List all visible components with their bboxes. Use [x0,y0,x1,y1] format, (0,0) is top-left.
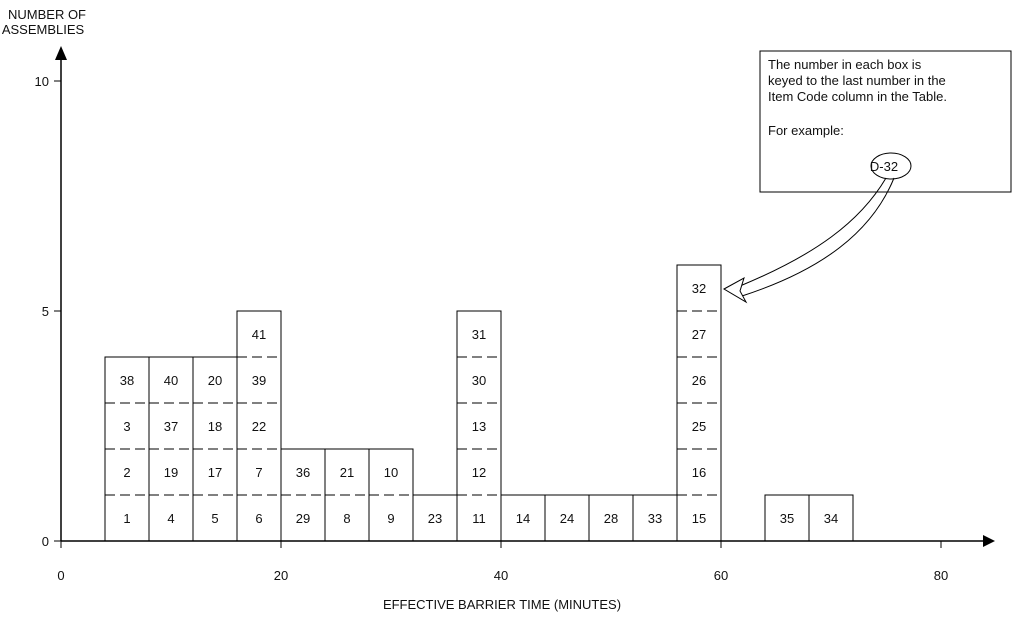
annotation-line-2: keyed to the last number in the [768,73,946,88]
bar-stack: 35 [764,494,810,542]
bar-stack: 29 36 [280,448,326,542]
box-label: 35 [780,511,794,526]
box-label: 8 [343,511,350,526]
annotation-line-3: Item Code column in the Table. [768,89,947,104]
box-label: 17 [208,465,222,480]
y-axis-title-line-1: NUMBER OF [8,7,86,22]
x-axis-arrow-icon [983,535,995,547]
box-label: 39 [252,373,266,388]
x-axis-title: EFFECTIVE BARRIER TIME (MINUTES) [383,597,621,612]
box-label: 29 [296,511,310,526]
x-tick-label: 80 [934,568,948,583]
bar-outline [500,494,546,542]
bar-stack: 15 16 25 26 27 32 [676,264,722,542]
box-label: 33 [648,511,662,526]
y-tick-label: 10 [35,74,49,89]
box-label: 5 [211,511,218,526]
y-tick-label: 0 [42,534,49,549]
box-label: 22 [252,419,266,434]
box-label: 12 [472,465,486,480]
bar-stack: 14 [500,494,546,542]
bar-stack: 9 10 [368,448,414,542]
bar-stack: 8 21 [324,448,370,542]
box-label: 37 [164,419,178,434]
box-label: 36 [296,465,310,480]
example-code-circle [870,152,912,180]
box-label: 3 [123,419,130,434]
y-axis-title-line-2: ASSEMBLIES [2,22,85,37]
bar-outline [808,494,854,542]
bar-outline [764,494,810,542]
annotation-callout: The number in each box is keyed to the l… [722,50,1012,304]
bar-stack: 23 [412,494,458,542]
box-label: 2 [123,465,130,480]
box-label: 6 [255,511,262,526]
box-label: 25 [692,419,706,434]
bar-stack: 4 19 37 40 [148,356,194,542]
bar-stack: 6 7 22 39 41 [236,310,282,542]
box-label: 34 [824,511,838,526]
box-label: 27 [692,327,706,342]
y-tick-label: 5 [42,304,49,319]
box-label: 19 [164,465,178,480]
box-label: 15 [692,511,706,526]
axes [55,46,995,547]
box-label: 26 [692,373,706,388]
box-label: 7 [255,465,262,480]
box-label: 32 [692,281,706,296]
bar-stack: 11 12 13 30 31 [456,310,502,542]
box-label: 40 [164,373,178,388]
box-label: 41 [252,327,266,342]
x-tick-label: 40 [494,568,508,583]
bar-outline [544,494,590,542]
callout-arrowhead-icon [722,276,748,304]
bar-outline [632,494,678,542]
box-label: 1 [123,511,130,526]
bar-stack: 34 [808,494,854,542]
box-label: 10 [384,465,398,480]
box-label: 18 [208,419,222,434]
example-code-text: D-32 [870,159,898,174]
box-label: 16 [692,465,706,480]
y-axis-arrow-icon [55,46,67,60]
box-label: 9 [387,511,394,526]
callout-arrow-icon [739,177,895,297]
box-label: 38 [120,373,134,388]
bar-outline [456,310,502,542]
axis-ticks: 0 20 40 60 80 0 5 10 [35,74,949,583]
box-label: 24 [560,511,574,526]
box-label: 13 [472,419,486,434]
bar-stack: 24 [544,494,590,542]
box-label: 28 [604,511,618,526]
x-tick-label: 20 [274,568,288,583]
bar-stack: 1 2 3 38 [104,356,150,542]
box-label: 20 [208,373,222,388]
bar-stack: 33 [632,494,678,542]
annotation-box [759,50,1012,193]
box-label: 4 [167,511,174,526]
box-label: 21 [340,465,354,480]
x-tick-label: 60 [714,568,728,583]
bar-stack: 28 [588,494,634,542]
bar-stack: 5 17 18 20 [192,356,238,542]
box-label: 14 [516,511,530,526]
box-label: 31 [472,327,486,342]
box-label: 30 [472,373,486,388]
box-label: 11 [472,511,486,526]
x-tick-label: 0 [57,568,64,583]
annotation-line-1: The number in each box is [768,57,922,72]
annotation-example-label: For example: [768,123,844,138]
box-label: 23 [428,511,442,526]
